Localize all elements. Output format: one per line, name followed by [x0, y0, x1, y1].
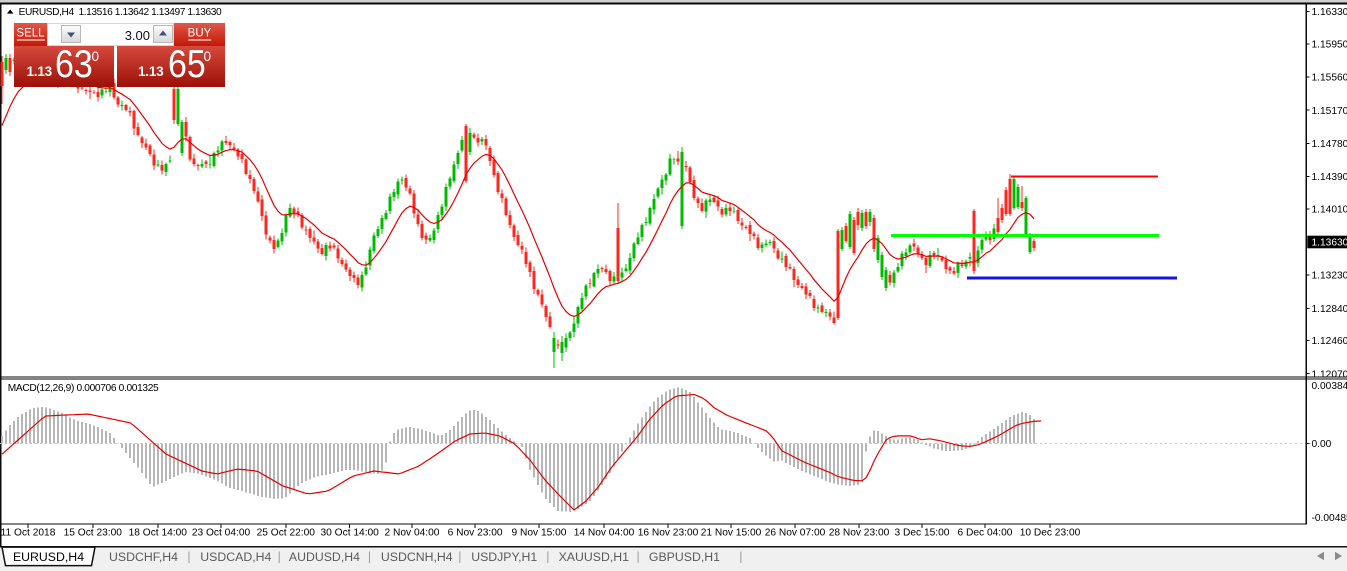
svg-text:|: |	[546, 550, 549, 564]
svg-text:1.12070: 1.12070	[1312, 369, 1347, 380]
svg-text:1.12460: 1.12460	[1312, 336, 1347, 347]
svg-text:|: |	[637, 550, 640, 564]
svg-text:MACD(12,26,9) 0.000706 0.00132: MACD(12,26,9) 0.000706 0.001325	[8, 383, 159, 394]
svg-text:1.12840: 1.12840	[1312, 304, 1347, 315]
svg-text:1.13630: 1.13630	[1312, 238, 1347, 249]
svg-text:USDCNH,H4: USDCNH,H4	[381, 550, 453, 564]
svg-text:2 Nov 04:00: 2 Nov 04:00	[385, 527, 440, 538]
svg-text:|: |	[278, 550, 281, 564]
svg-text:USDCHF,H4: USDCHF,H4	[109, 550, 178, 564]
svg-text:1.14390: 1.14390	[1312, 172, 1347, 183]
svg-text:EURUSD,H4: EURUSD,H4	[13, 550, 84, 564]
svg-text:|: |	[368, 550, 371, 564]
svg-text:1.15170: 1.15170	[1312, 106, 1347, 117]
svg-text:AUDUSD,H4: AUDUSD,H4	[289, 550, 360, 564]
svg-text:1.16330: 1.16330	[1312, 7, 1347, 18]
svg-text:1.15560: 1.15560	[1312, 73, 1347, 84]
svg-text:XAUUSD,H1: XAUUSD,H1	[559, 550, 630, 564]
svg-text:10 Dec 23:00: 10 Dec 23:00	[1020, 527, 1081, 538]
svg-text:EURUSD,H4 1.13516 1.13642 1.1: EURUSD,H4 1.13516 1.13642 1.13497 1.1363…	[19, 7, 222, 18]
svg-text:GBPUSD,H1: GBPUSD,H1	[649, 550, 720, 564]
svg-text:|: |	[739, 550, 742, 564]
svg-text:14 Nov 04:00: 14 Nov 04:00	[574, 527, 635, 538]
svg-text:0.003847: 0.003847	[1312, 381, 1347, 392]
svg-text:23 Oct 04:00: 23 Oct 04:00	[192, 527, 251, 538]
svg-text:1.15950: 1.15950	[1312, 40, 1347, 51]
svg-text:6 Dec 04:00: 6 Dec 04:00	[958, 527, 1013, 538]
svg-text:1.14780: 1.14780	[1312, 139, 1347, 150]
svg-text:26 Nov 07:00: 26 Nov 07:00	[765, 527, 826, 538]
svg-text:1.14010: 1.14010	[1312, 204, 1347, 215]
svg-text:16 Nov 23:00: 16 Nov 23:00	[638, 527, 699, 538]
svg-text:11 Oct 2018: 11 Oct 2018	[1, 527, 56, 538]
svg-text:|: |	[187, 550, 190, 564]
svg-text:USDJPY,H1: USDJPY,H1	[471, 550, 537, 564]
svg-text:28 Nov 23:00: 28 Nov 23:00	[829, 527, 890, 538]
svg-text:1.13230: 1.13230	[1312, 271, 1347, 282]
svg-text:25 Oct 22:00: 25 Oct 22:00	[257, 527, 316, 538]
svg-text:18 Oct 14:00: 18 Oct 14:00	[129, 527, 188, 538]
svg-text:15 Oct 23:00: 15 Oct 23:00	[64, 527, 123, 538]
svg-text:-0.004851: -0.004851	[1312, 513, 1347, 524]
svg-text:USDCAD,H4: USDCAD,H4	[200, 550, 271, 564]
svg-text:6 Nov 23:00: 6 Nov 23:00	[448, 527, 503, 538]
svg-text:0.00: 0.00	[1312, 439, 1332, 450]
svg-text:9 Nov 15:00: 9 Nov 15:00	[512, 527, 567, 538]
svg-text:21 Nov 15:00: 21 Nov 15:00	[701, 527, 762, 538]
svg-text:30 Oct 14:00: 30 Oct 14:00	[321, 527, 380, 538]
svg-text:|: |	[458, 550, 461, 564]
svg-text:3 Dec 15:00: 3 Dec 15:00	[895, 527, 950, 538]
